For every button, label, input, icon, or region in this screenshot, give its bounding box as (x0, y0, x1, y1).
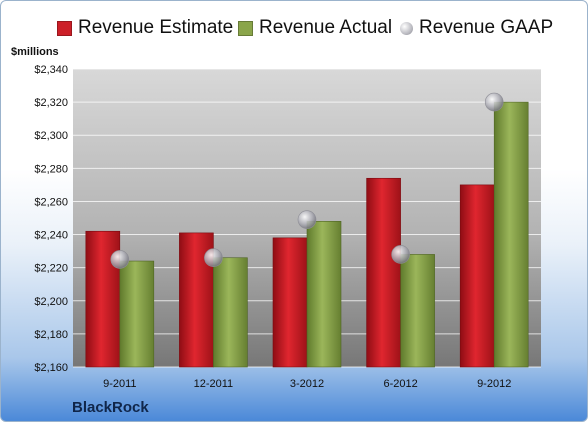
actual-bar (400, 254, 435, 368)
x-tick-labels: 9-2011 12-2011 3-2012 6-2012 9-2012 (103, 378, 511, 390)
y-tick-label: $2,220 (34, 263, 68, 275)
gaap-point (391, 245, 410, 264)
x-tick-label: 6-2012 (383, 378, 417, 390)
actual-bar (493, 101, 529, 368)
legend-swatch-estimate (57, 20, 72, 36)
estimate-bar (272, 237, 308, 368)
legend-item-estimate: Revenue Estimate (57, 17, 233, 39)
company-name: BlackRock (72, 399, 149, 416)
legend-label-actual: Revenue Actual (259, 17, 393, 38)
estimate-bar (85, 230, 121, 368)
legend-item-gaap: Revenue GAAP (400, 17, 553, 39)
legend: Revenue Estimate Revenue Actual Revenue … (1, 17, 587, 43)
y-tick-labels: $2,160 $2,180 $2,200 $2,220 $2,240 $2,260 $2,2… (34, 64, 68, 374)
gaap-point (297, 210, 317, 229)
y-axis-unit-label: $millions (11, 46, 59, 58)
y-tick-label: $2,280 (34, 163, 68, 175)
y-tick-label: $2,300 (34, 130, 68, 142)
gaap-points (110, 92, 504, 269)
legend-label-estimate: Revenue Estimate (78, 17, 234, 38)
x-tick-label: 9-2012 (477, 378, 511, 390)
actual-bar (213, 257, 248, 368)
actual-bar (306, 221, 342, 368)
gaap-point (204, 248, 223, 268)
legend-item-actual: Revenue Actual (238, 17, 392, 39)
legend-swatch-actual (238, 20, 253, 36)
legend-label-gaap: Revenue GAAP (419, 17, 554, 38)
x-tick-label: 12-2011 (194, 378, 234, 390)
gaap-point (484, 92, 504, 112)
y-tick-label: $2,260 (34, 196, 68, 208)
bars (85, 101, 529, 368)
y-tick-label: $2,240 (34, 230, 68, 242)
y-tick-label: $2,340 (34, 64, 68, 76)
actual-bar (119, 260, 155, 368)
gaap-point (110, 250, 130, 269)
estimate-bar (366, 177, 401, 368)
x-tick-label: 3-2012 (290, 378, 324, 390)
y-tick-label: $2,320 (34, 97, 68, 109)
estimate-bar (459, 184, 495, 368)
x-tick-label: 9-2011 (103, 378, 136, 390)
legend-marker-gaap (400, 21, 413, 35)
y-tick-label: $2,160 (34, 362, 68, 374)
y-tick-label: $2,200 (34, 296, 68, 308)
y-tick-label: $2,180 (34, 329, 68, 341)
